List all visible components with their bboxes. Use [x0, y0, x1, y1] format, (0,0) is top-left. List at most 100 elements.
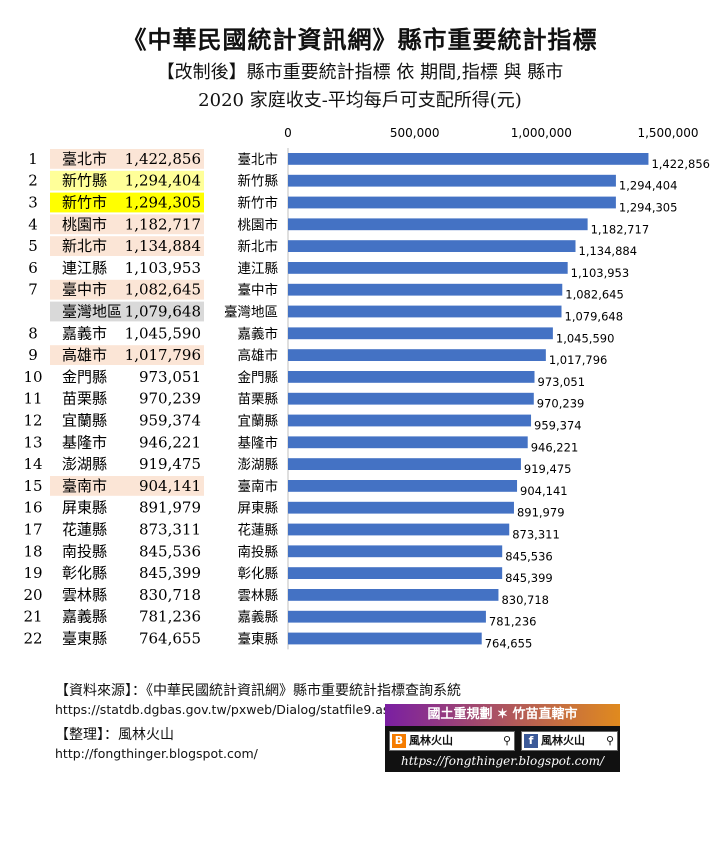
row-highlight: [50, 345, 204, 365]
table-name-cell: 嘉義市: [62, 324, 107, 342]
banner-url[interactable]: https://fongthinger.blogspot.com/: [400, 754, 605, 768]
category-label: 嘉義市: [238, 325, 279, 342]
blog-url[interactable]: http://fongthinger.blogspot.com/: [55, 746, 258, 761]
bar: [288, 523, 510, 536]
blog-banner[interactable]: 國土重規劃 ✶ 竹苗直轄市 B 風林火山 ⚲ f 風林火山 ⚲ https://fo…: [385, 704, 620, 772]
data-source-label: 【資料來源】：《中華民國統計資訊網》縣市重要統計指標查詢系統: [55, 683, 461, 699]
table-value-cell: 959,374: [139, 412, 201, 430]
table-value-cell: 873,311: [139, 521, 201, 539]
bar: [288, 458, 521, 470]
facebook-label: 風林火山: [541, 734, 585, 747]
data-label: 1,082,645: [565, 288, 624, 302]
data-label: 1,294,404: [619, 179, 678, 193]
table-value-cell: 781,236: [139, 608, 201, 626]
data-label: 946,221: [531, 440, 579, 454]
bar: [288, 349, 546, 361]
rank-label: 22: [23, 630, 42, 648]
table-value-cell: 1,294,305: [125, 194, 201, 212]
table-name-cell: 臺中市: [62, 281, 107, 299]
table-name-cell: 桃園市: [62, 215, 107, 233]
table-value-cell: 764,655: [139, 630, 201, 648]
row-highlight: [50, 279, 204, 300]
data-label: 873,311: [512, 528, 560, 542]
rank-label: 19: [23, 564, 42, 582]
table-name-cell: 彰化縣: [62, 564, 107, 582]
table-name-cell: 屏東縣: [62, 499, 107, 517]
ranking-bar-chart: 0 500,000 1,000,000 1,500,000 1 臺北市 1,422,856 臺…: [23, 126, 710, 651]
category-label: 高雄市: [238, 347, 279, 364]
banner-slogan: 國土重規劃 ✶ 竹苗直轄市: [385, 704, 620, 726]
data-label: 904,141: [520, 484, 568, 498]
table-name-cell: 南投縣: [62, 542, 107, 560]
data-label: 959,374: [534, 419, 582, 433]
bar: [288, 218, 588, 231]
data-label: 919,475: [524, 462, 572, 476]
data-label: 1,294,305: [619, 201, 678, 215]
rank-label: 9: [28, 346, 38, 364]
data-label: 973,051: [538, 375, 586, 389]
bar: [288, 174, 616, 187]
category-label: 基隆市: [238, 434, 279, 451]
rank-label: 5: [28, 237, 38, 255]
data-label: 764,655: [485, 637, 533, 651]
table-name-cell: 苗栗縣: [62, 390, 107, 408]
table-name-cell: 新竹市: [62, 194, 107, 212]
rank-label: 16: [23, 499, 42, 517]
bar: [288, 610, 486, 623]
rank-label: 3: [28, 194, 38, 212]
bar: [288, 283, 563, 296]
table-value-cell: 946,221: [139, 433, 201, 451]
x-tick-label: 500,000: [390, 126, 440, 140]
category-label: 新竹縣: [238, 174, 279, 190]
category-label: 新竹市: [238, 195, 279, 212]
data-label: 845,536: [505, 549, 553, 563]
category-label: 雲林縣: [238, 588, 279, 604]
rank-label: 15: [23, 477, 42, 495]
category-label: 澎湖縣: [238, 457, 279, 473]
category-label: 新北市: [238, 238, 279, 255]
table-value-cell: 845,399: [139, 564, 201, 582]
rank-label: 4: [28, 215, 38, 233]
row-highlight: [50, 149, 204, 169]
table-name-cell: 臺灣地區: [62, 303, 122, 321]
table-value-cell: 1,134,884: [125, 237, 201, 255]
data-label: 1,103,953: [571, 266, 630, 280]
row-highlight: [50, 192, 204, 213]
bar: [288, 589, 499, 601]
table-value-cell: 830,718: [139, 586, 201, 604]
x-tick-label: 1,500,000: [637, 126, 698, 140]
table-value-cell: 1,294,404: [125, 172, 201, 190]
editor-label: 【整理】：風林火山: [55, 727, 174, 743]
data-label: 1,045,590: [556, 331, 615, 345]
row-highlight: [50, 476, 204, 496]
bar: [288, 262, 568, 274]
category-label: 臺北市: [238, 151, 279, 168]
table-name-cell: 宜蘭縣: [62, 412, 107, 430]
table-name-cell: 基隆市: [62, 433, 107, 451]
category-label: 臺南市: [238, 478, 279, 495]
row-highlight: [50, 301, 204, 322]
blogger-icon: B: [392, 734, 406, 748]
rank-label: 20: [23, 586, 42, 604]
page-title: 《中華民國統計資訊網》縣市重要統計指標: [122, 25, 598, 54]
table-value-cell: 1,045,590: [125, 324, 201, 342]
rank-label: 10: [23, 368, 42, 386]
table-name-cell: 金門縣: [62, 368, 107, 386]
page-subtitle: 【改制後】縣市重要統計指標 依 期間,指標 與 縣市: [156, 62, 564, 83]
table-value-cell: 1,182,717: [125, 215, 201, 233]
category-label: 宜蘭縣: [238, 414, 279, 430]
table-name-cell: 臺北市: [62, 150, 107, 168]
bar: [288, 632, 482, 645]
data-label: 1,079,648: [565, 310, 624, 324]
facebook-search-box[interactable]: f 風林火山 ⚲: [521, 731, 618, 751]
data-label: 845,399: [505, 571, 553, 585]
indicator-title: 2020 家庭收支-平均每戶可支配所得(元): [198, 90, 522, 111]
category-label: 連江縣: [238, 261, 279, 277]
bar: [288, 327, 553, 340]
category-label: 彰化縣: [238, 565, 279, 582]
blogger-search-box[interactable]: B 風林火山 ⚲: [389, 731, 515, 751]
category-label: 臺東縣: [238, 632, 279, 648]
rank-label: 17: [23, 521, 42, 539]
bar: [288, 501, 514, 514]
data-source-url[interactable]: https://statdb.dgbas.gov.tw/pxweb/Dialog…: [55, 702, 398, 717]
